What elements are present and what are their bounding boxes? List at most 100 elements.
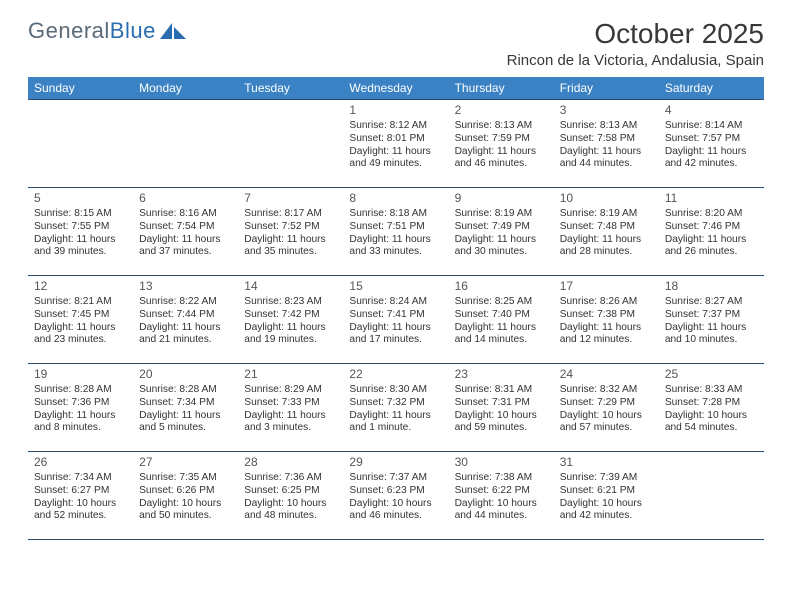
sunrise-line: Sunrise: 8:29 AM bbox=[244, 384, 337, 397]
day-number: 24 bbox=[560, 367, 653, 382]
calendar-cell: 24Sunrise: 8:32 AMSunset: 7:29 PMDayligh… bbox=[554, 364, 659, 452]
sunset-line: Sunset: 7:29 PM bbox=[560, 397, 653, 410]
calendar-cell: 11Sunrise: 8:20 AMSunset: 7:46 PMDayligh… bbox=[659, 188, 764, 276]
daylight-line: Daylight: 11 hours and 28 minutes. bbox=[560, 234, 653, 260]
sunset-line: Sunset: 7:48 PM bbox=[560, 221, 653, 234]
sunrise-line: Sunrise: 8:13 AM bbox=[455, 120, 548, 133]
calendar-cell: 17Sunrise: 8:26 AMSunset: 7:38 PMDayligh… bbox=[554, 276, 659, 364]
daylight-line: Daylight: 11 hours and 33 minutes. bbox=[349, 234, 442, 260]
daylight-line: Daylight: 11 hours and 10 minutes. bbox=[665, 322, 758, 348]
calendar-cell: 16Sunrise: 8:25 AMSunset: 7:40 PMDayligh… bbox=[449, 276, 554, 364]
logo-word-2: Blue bbox=[110, 18, 156, 43]
sunset-line: Sunset: 7:36 PM bbox=[34, 397, 127, 410]
weekday-header: Thursday bbox=[449, 77, 554, 100]
day-number: 8 bbox=[349, 191, 442, 206]
sunrise-line: Sunrise: 8:31 AM bbox=[455, 384, 548, 397]
sunrise-line: Sunrise: 8:19 AM bbox=[455, 208, 548, 221]
calendar-cell: 20Sunrise: 8:28 AMSunset: 7:34 PMDayligh… bbox=[133, 364, 238, 452]
day-number: 6 bbox=[139, 191, 232, 206]
daylight-line: Daylight: 11 hours and 37 minutes. bbox=[139, 234, 232, 260]
sunset-line: Sunset: 7:49 PM bbox=[455, 221, 548, 234]
day-number: 10 bbox=[560, 191, 653, 206]
daylight-line: Daylight: 11 hours and 44 minutes. bbox=[560, 146, 653, 172]
sunrise-line: Sunrise: 8:28 AM bbox=[139, 384, 232, 397]
daylight-line: Daylight: 11 hours and 49 minutes. bbox=[349, 146, 442, 172]
day-number: 30 bbox=[455, 455, 548, 470]
weekday-header: Wednesday bbox=[343, 77, 448, 100]
logo: GeneralBlue bbox=[28, 18, 186, 44]
calendar-cell: 22Sunrise: 8:30 AMSunset: 7:32 PMDayligh… bbox=[343, 364, 448, 452]
day-number: 27 bbox=[139, 455, 232, 470]
day-number: 14 bbox=[244, 279, 337, 294]
daylight-line: Daylight: 11 hours and 30 minutes. bbox=[455, 234, 548, 260]
daylight-line: Daylight: 10 hours and 57 minutes. bbox=[560, 410, 653, 436]
day-number: 26 bbox=[34, 455, 127, 470]
sunset-line: Sunset: 7:40 PM bbox=[455, 309, 548, 322]
daylight-line: Daylight: 11 hours and 19 minutes. bbox=[244, 322, 337, 348]
location-subtitle: Rincon de la Victoria, Andalusia, Spain bbox=[507, 52, 764, 69]
calendar-cell: 9 Sunrise: 8:19 AMSunset: 7:49 PMDaylight… bbox=[449, 188, 554, 276]
sunset-line: Sunset: 8:01 PM bbox=[349, 133, 442, 146]
sunrise-line: Sunrise: 7:37 AM bbox=[349, 472, 442, 485]
calendar-cell: 31Sunrise: 7:39 AMSunset: 6:21 PMDayligh… bbox=[554, 452, 659, 540]
calendar-cell: 27Sunrise: 7:35 AMSunset: 6:26 PMDayligh… bbox=[133, 452, 238, 540]
calendar-week-row: 5Sunrise: 8:15 AMSunset: 7:55 PMDaylight… bbox=[28, 188, 764, 276]
calendar-cell-empty bbox=[238, 100, 343, 188]
sunrise-line: Sunrise: 8:12 AM bbox=[349, 120, 442, 133]
day-number: 29 bbox=[349, 455, 442, 470]
weekday-header: Monday bbox=[133, 77, 238, 100]
daylight-line: Daylight: 11 hours and 14 minutes. bbox=[455, 322, 548, 348]
calendar-cell: 7Sunrise: 8:17 AMSunset: 7:52 PMDaylight… bbox=[238, 188, 343, 276]
weekday-header: Saturday bbox=[659, 77, 764, 100]
sunrise-line: Sunrise: 8:21 AM bbox=[34, 296, 127, 309]
sunrise-line: Sunrise: 8:23 AM bbox=[244, 296, 337, 309]
sunrise-line: Sunrise: 8:17 AM bbox=[244, 208, 337, 221]
daylight-line: Daylight: 11 hours and 3 minutes. bbox=[244, 410, 337, 436]
calendar-body: 1Sunrise: 8:12 AMSunset: 8:01 PMDaylight… bbox=[28, 100, 764, 540]
daylight-line: Daylight: 11 hours and 26 minutes. bbox=[665, 234, 758, 260]
sunset-line: Sunset: 7:45 PM bbox=[34, 309, 127, 322]
day-number: 5 bbox=[34, 191, 127, 206]
calendar-cell: 3Sunrise: 8:13 AMSunset: 7:58 PMDaylight… bbox=[554, 100, 659, 188]
calendar-cell: 10Sunrise: 8:19 AMSunset: 7:48 PMDayligh… bbox=[554, 188, 659, 276]
calendar-cell-empty bbox=[133, 100, 238, 188]
daylight-line: Daylight: 10 hours and 42 minutes. bbox=[560, 498, 653, 524]
calendar-week-row: 19Sunrise: 8:28 AMSunset: 7:36 PMDayligh… bbox=[28, 364, 764, 452]
calendar-header-row: SundayMondayTuesdayWednesdayThursdayFrid… bbox=[28, 77, 764, 100]
header-bar: GeneralBlue October 2025 Rincon de la Vi… bbox=[28, 18, 764, 69]
daylight-line: Daylight: 11 hours and 39 minutes. bbox=[34, 234, 127, 260]
sunrise-line: Sunrise: 8:14 AM bbox=[665, 120, 758, 133]
calendar-cell: 19Sunrise: 8:28 AMSunset: 7:36 PMDayligh… bbox=[28, 364, 133, 452]
month-title: October 2025 bbox=[507, 18, 764, 50]
sunset-line: Sunset: 6:23 PM bbox=[349, 485, 442, 498]
day-number: 12 bbox=[34, 279, 127, 294]
calendar-cell: 1 Sunrise: 8:12 AMSunset: 8:01 PMDaylight… bbox=[343, 100, 448, 188]
day-number: 22 bbox=[349, 367, 442, 382]
day-number: 25 bbox=[665, 367, 758, 382]
day-number: 15 bbox=[349, 279, 442, 294]
daylight-line: Daylight: 11 hours and 42 minutes. bbox=[665, 146, 758, 172]
sunset-line: Sunset: 6:26 PM bbox=[139, 485, 232, 498]
day-number: 1 bbox=[349, 103, 442, 118]
sunset-line: Sunset: 7:59 PM bbox=[455, 133, 548, 146]
sunset-line: Sunset: 6:25 PM bbox=[244, 485, 337, 498]
calendar-cell: 13Sunrise: 8:22 AMSunset: 7:44 PMDayligh… bbox=[133, 276, 238, 364]
sunset-line: Sunset: 7:31 PM bbox=[455, 397, 548, 410]
sunrise-line: Sunrise: 7:35 AM bbox=[139, 472, 232, 485]
calendar-cell: 29Sunrise: 7:37 AMSunset: 6:23 PMDayligh… bbox=[343, 452, 448, 540]
calendar-cell: 6Sunrise: 8:16 AMSunset: 7:54 PMDaylight… bbox=[133, 188, 238, 276]
daylight-line: Daylight: 10 hours and 44 minutes. bbox=[455, 498, 548, 524]
day-number: 11 bbox=[665, 191, 758, 206]
sunrise-line: Sunrise: 8:13 AM bbox=[560, 120, 653, 133]
sunset-line: Sunset: 7:34 PM bbox=[139, 397, 232, 410]
calendar-cell: 26Sunrise: 7:34 AMSunset: 6:27 PMDayligh… bbox=[28, 452, 133, 540]
sunset-line: Sunset: 7:54 PM bbox=[139, 221, 232, 234]
daylight-line: Daylight: 11 hours and 23 minutes. bbox=[34, 322, 127, 348]
calendar-cell: 23Sunrise: 8:31 AMSunset: 7:31 PMDayligh… bbox=[449, 364, 554, 452]
day-number: 9 bbox=[455, 191, 548, 206]
daylight-line: Daylight: 11 hours and 12 minutes. bbox=[560, 322, 653, 348]
weekday-header: Tuesday bbox=[238, 77, 343, 100]
day-number: 2 bbox=[455, 103, 548, 118]
logo-word-1: General bbox=[28, 18, 110, 43]
calendar-week-row: 1Sunrise: 8:12 AMSunset: 8:01 PMDaylight… bbox=[28, 100, 764, 188]
